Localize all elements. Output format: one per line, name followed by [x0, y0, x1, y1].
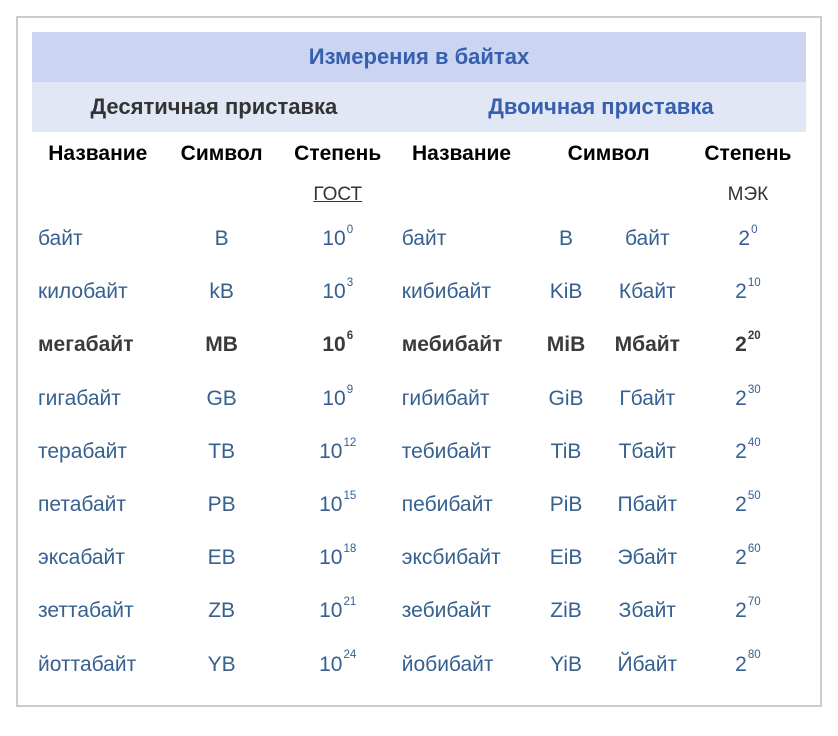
table-row: петабайтPB1015пебибайтPiBПбайт250 [32, 478, 806, 531]
cell-binary-symbol-ru: байт [605, 212, 690, 265]
cell-binary-symbol-ru: Эбайт [605, 531, 690, 584]
colhead-symbol-binary: Символ [527, 132, 690, 176]
cell-decimal-power: 1024 [280, 638, 396, 691]
cell-binary-symbol-ru: Гбайт [605, 372, 690, 425]
colhead-name-decimal: Название [32, 132, 164, 176]
cell-decimal-name: терабайт [32, 425, 164, 478]
cell-binary-symbol-latin: KiB [527, 265, 604, 318]
cell-binary-name: байт [396, 212, 528, 265]
std-blank [605, 176, 690, 212]
cell-binary-symbol-ru: Мбайт [605, 318, 690, 371]
cell-decimal-symbol: MB [164, 318, 280, 371]
cell-binary-power: 250 [690, 478, 806, 531]
table-row: килобайтkB103кибибайтKiBКбайт210 [32, 265, 806, 318]
cell-decimal-symbol: GB [164, 372, 280, 425]
cell-binary-name: тебибайт [396, 425, 528, 478]
cell-binary-symbol-latin: GiB [527, 372, 604, 425]
cell-binary-symbol-latin: B [527, 212, 604, 265]
cell-binary-power: 20 [690, 212, 806, 265]
cell-binary-symbol-ru: Тбайт [605, 425, 690, 478]
byte-units-table: Измерения в байтах Десятичная приставка … [32, 32, 806, 691]
cell-binary-power: 270 [690, 584, 806, 637]
standard-iec: МЭК [690, 176, 806, 212]
cell-decimal-symbol: PB [164, 478, 280, 531]
standard-gost-link[interactable]: ГОСТ [280, 176, 396, 212]
cell-decimal-symbol: TB [164, 425, 280, 478]
cell-decimal-power: 1018 [280, 531, 396, 584]
cell-binary-name: эксбибайт [396, 531, 528, 584]
table-title: Измерения в байтах [32, 32, 806, 82]
cell-binary-power: 240 [690, 425, 806, 478]
cell-binary-name: пебибайт [396, 478, 528, 531]
cell-binary-symbol-ru: Кбайт [605, 265, 690, 318]
cell-binary-symbol-latin: ZiB [527, 584, 604, 637]
colhead-power-decimal: Степень [280, 132, 396, 176]
table-row: мегабайтMB106мебибайтMiBМбайт220 [32, 318, 806, 371]
std-blank [32, 176, 164, 212]
cell-binary-symbol-ru: Пбайт [605, 478, 690, 531]
cell-decimal-name: байт [32, 212, 164, 265]
cell-decimal-power: 109 [280, 372, 396, 425]
table-row: эксабайтEB1018эксбибайтEiBЭбайт260 [32, 531, 806, 584]
cell-binary-power: 280 [690, 638, 806, 691]
cell-decimal-symbol: EB [164, 531, 280, 584]
cell-binary-name: зебибайт [396, 584, 528, 637]
colhead-name-binary: Название [396, 132, 528, 176]
cell-decimal-power: 1021 [280, 584, 396, 637]
cell-binary-power: 230 [690, 372, 806, 425]
cell-decimal-name: петабайт [32, 478, 164, 531]
table-row: йоттабайтYB1024йобибайтYiBЙбайт280 [32, 638, 806, 691]
cell-binary-name: йобибайт [396, 638, 528, 691]
cell-decimal-symbol: YB [164, 638, 280, 691]
table-row: байтB100байтBбайт20 [32, 212, 806, 265]
cell-decimal-name: гигабайт [32, 372, 164, 425]
table-row: гигабайтGB109гибибайтGiBГбайт230 [32, 372, 806, 425]
cell-decimal-power: 1015 [280, 478, 396, 531]
cell-decimal-symbol: kB [164, 265, 280, 318]
cell-decimal-name: йоттабайт [32, 638, 164, 691]
cell-decimal-power: 103 [280, 265, 396, 318]
table-row: терабайтTB1012тебибайтTiBТбайт240 [32, 425, 806, 478]
std-blank [396, 176, 528, 212]
cell-binary-symbol-ru: Йбайт [605, 638, 690, 691]
cell-binary-name: кибибайт [396, 265, 528, 318]
cell-binary-symbol-latin: YiB [527, 638, 604, 691]
cell-binary-symbol-ru: Збайт [605, 584, 690, 637]
cell-decimal-power: 106 [280, 318, 396, 371]
group-header-binary: Двоичная приставка [396, 82, 806, 132]
cell-decimal-name: килобайт [32, 265, 164, 318]
cell-decimal-power: 1012 [280, 425, 396, 478]
colhead-symbol-decimal: Символ [164, 132, 280, 176]
cell-binary-symbol-latin: EiB [527, 531, 604, 584]
table-row: зеттабайтZB1021зебибайтZiBЗбайт270 [32, 584, 806, 637]
cell-decimal-name: мегабайт [32, 318, 164, 371]
cell-binary-power: 220 [690, 318, 806, 371]
cell-binary-name: гибибайт [396, 372, 528, 425]
std-blank [527, 176, 604, 212]
cell-decimal-power: 100 [280, 212, 396, 265]
cell-binary-name: мебибайт [396, 318, 528, 371]
group-header-decimal: Десятичная приставка [32, 82, 396, 132]
std-blank [164, 176, 280, 212]
cell-binary-symbol-latin: MiB [527, 318, 604, 371]
cell-decimal-name: зеттабайт [32, 584, 164, 637]
cell-decimal-symbol: B [164, 212, 280, 265]
cell-binary-power: 210 [690, 265, 806, 318]
cell-decimal-name: эксабайт [32, 531, 164, 584]
cell-binary-power: 260 [690, 531, 806, 584]
cell-binary-symbol-latin: TiB [527, 425, 604, 478]
colhead-power-binary: Степень [690, 132, 806, 176]
cell-binary-symbol-latin: PiB [527, 478, 604, 531]
cell-decimal-symbol: ZB [164, 584, 280, 637]
table-frame: Измерения в байтах Десятичная приставка … [16, 16, 822, 707]
